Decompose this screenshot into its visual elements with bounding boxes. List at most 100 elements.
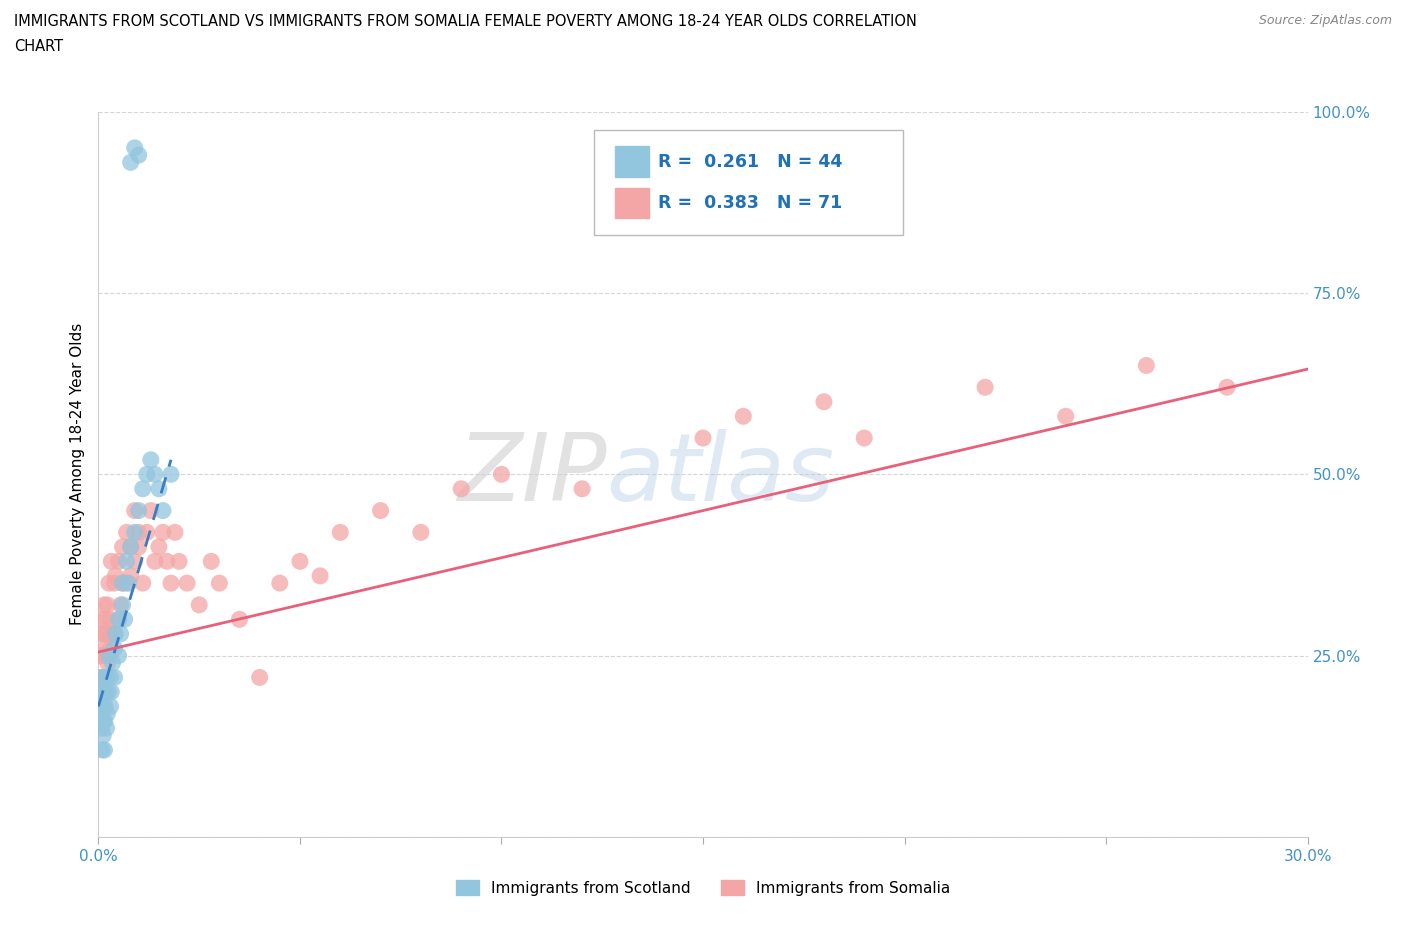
Point [96,648,118,663]
Point [94,612,117,627]
Point [90,721,112,736]
Text: IMMIGRANTS FROM SCOTLAND VS IMMIGRANTS FROM SOMALIA FEMALE POVERTY AMONG 18-24 Y: IMMIGRANTS FROM SCOTLAND VS IMMIGRANTS F… [14,14,917,29]
Point [160,467,183,482]
Point [124,503,146,518]
Y-axis label: Female Poverty Among 18-24 Year Olds: Female Poverty Among 18-24 Year Olds [69,324,84,626]
Point [100,641,122,656]
Point [97,576,120,591]
Point [128,539,150,554]
Point [96,627,118,642]
Point [167,554,190,569]
FancyBboxPatch shape [595,130,903,235]
Point [97,627,120,642]
Point [97,648,120,663]
Text: atlas: atlas [606,429,835,520]
Point [269,576,291,591]
Point [188,597,211,612]
Point [100,612,122,627]
Point [120,539,142,554]
Point [115,576,138,591]
Point [91,612,114,627]
Text: R =  0.383   N = 71: R = 0.383 N = 71 [658,194,842,212]
Point [103,627,125,642]
Point [115,525,138,539]
Point [94,684,117,699]
Point [96,721,118,736]
Point [100,699,122,714]
Point [409,525,432,539]
Point [139,503,162,518]
Point [93,713,115,728]
Point [110,627,132,642]
Point [91,670,114,684]
Point [160,576,183,591]
Point [100,670,122,684]
Point [115,554,138,569]
Point [91,728,114,743]
Point [853,431,876,445]
Point [1216,379,1239,394]
Point [135,525,157,539]
Point [128,148,150,163]
Bar [614,188,648,219]
Point [111,539,134,554]
Point [104,627,127,642]
Legend: Immigrants from Scotland, Immigrants from Somalia: Immigrants from Scotland, Immigrants fro… [450,873,956,902]
Point [692,431,714,445]
Point [91,684,114,699]
Point [118,576,141,591]
Point [91,742,114,757]
Point [93,597,115,612]
Point [124,525,146,539]
Point [974,379,997,394]
Point [128,525,150,539]
Point [124,140,146,155]
Point [93,627,115,642]
Point [135,467,157,482]
Point [94,641,117,656]
Point [132,576,155,591]
Point [309,568,332,583]
Point [200,554,222,569]
Point [93,742,115,757]
Point [1054,409,1077,424]
Point [96,706,118,721]
Point [148,482,170,497]
Point [329,525,352,539]
Point [288,554,311,569]
Point [208,576,231,591]
Point [103,641,125,656]
Point [107,554,129,569]
Point [111,576,134,591]
Point [571,482,593,497]
Point [111,576,134,591]
Point [103,576,125,591]
Point [91,699,114,714]
Point [114,612,136,627]
Point [101,627,124,642]
Point [90,670,112,684]
Point [110,597,132,612]
Point [94,670,117,684]
Point [132,482,155,497]
Point [148,539,170,554]
Point [96,597,118,612]
Point [91,648,114,663]
Point [100,684,122,699]
Point [163,525,186,539]
Text: Source: ZipAtlas.com: Source: ZipAtlas.com [1258,14,1392,27]
Text: ZIP: ZIP [457,429,606,520]
Point [491,467,513,482]
Point [89,648,111,663]
Point [152,525,174,539]
Point [139,452,162,467]
Point [143,467,166,482]
Point [90,699,112,714]
Point [124,554,146,569]
Point [90,627,112,642]
Point [111,597,134,612]
Point [97,656,120,671]
Point [91,670,114,684]
Point [152,503,174,518]
Text: R =  0.261   N = 44: R = 0.261 N = 44 [658,153,842,170]
